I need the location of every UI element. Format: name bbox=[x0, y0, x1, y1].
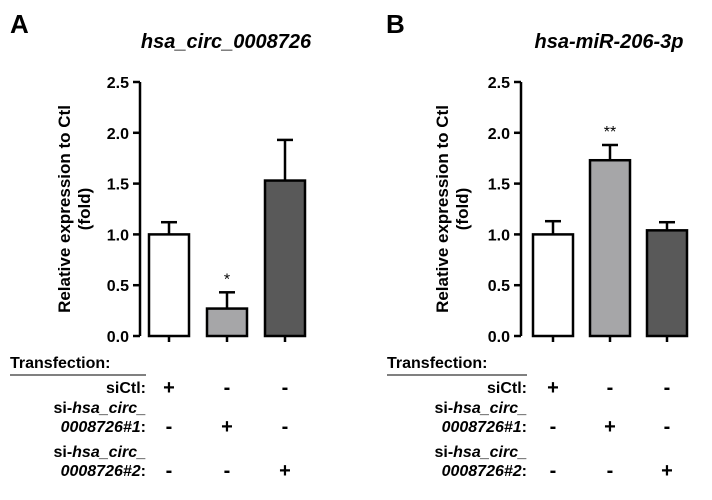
transfection-sign: - bbox=[166, 460, 173, 482]
transfection-row-label: siCtl: bbox=[106, 380, 146, 397]
transfection-sign: + bbox=[547, 377, 559, 399]
y-tick-label: 0.0 bbox=[488, 329, 510, 346]
y-tick-label: 2.0 bbox=[488, 126, 510, 143]
transfection-row-label-line2: 0008726#2: bbox=[61, 463, 146, 480]
transfection-row-label-line2: 0008726#1: bbox=[442, 419, 527, 436]
transfection-header: Transfection: bbox=[387, 355, 487, 372]
y-axis-label-unit: (fold) bbox=[75, 188, 94, 230]
transfection-sign: - bbox=[664, 416, 671, 438]
transfection-header: Transfection: bbox=[10, 355, 110, 372]
significance-marker: ** bbox=[604, 124, 616, 141]
panel-letter: B bbox=[386, 9, 405, 39]
transfection-sign: - bbox=[166, 416, 173, 438]
bar bbox=[588, 158, 632, 338]
y-tick-label: 2.0 bbox=[107, 126, 129, 143]
bar bbox=[645, 229, 689, 338]
transfection-row-label: si-hsa_circ_ bbox=[434, 400, 527, 417]
bar bbox=[147, 233, 191, 338]
y-axis-label: Relative expression to Ctl bbox=[55, 105, 74, 313]
y-tick-label: 0.5 bbox=[488, 278, 510, 295]
chart-title: hsa_circ_0008726 bbox=[141, 31, 312, 53]
transfection-sign: - bbox=[224, 460, 231, 482]
transfection-sign: - bbox=[607, 377, 614, 399]
y-tick-label: 2.5 bbox=[488, 75, 510, 92]
transfection-sign: - bbox=[224, 377, 231, 399]
y-tick-label: 1.0 bbox=[488, 227, 510, 244]
transfection-sign: - bbox=[550, 460, 557, 482]
transfection-sign: - bbox=[282, 377, 289, 399]
y-axis-label-unit: (fold) bbox=[453, 188, 472, 230]
transfection-sign: + bbox=[661, 460, 673, 482]
y-tick-label: 2.5 bbox=[107, 75, 129, 92]
transfection-sign: + bbox=[604, 416, 616, 438]
transfection-row-label-line2: 0008726#1: bbox=[61, 419, 146, 436]
y-tick-label: 0.0 bbox=[107, 329, 129, 346]
y-axis-label: Relative expression to Ctl bbox=[433, 105, 452, 313]
bar bbox=[263, 179, 307, 338]
bar bbox=[531, 233, 575, 338]
transfection-row-label: si-hsa_circ_ bbox=[53, 400, 146, 417]
transfection-sign: - bbox=[282, 416, 289, 438]
y-tick-label: 1.5 bbox=[107, 177, 129, 194]
panel-letter: A bbox=[10, 9, 29, 39]
significance-marker: * bbox=[224, 271, 230, 288]
chart-title: hsa-miR-206-3p bbox=[535, 31, 684, 53]
y-tick-label: 1.0 bbox=[107, 227, 129, 244]
transfection-row-label-line2: 0008726#2: bbox=[442, 463, 527, 480]
transfection-sign: + bbox=[279, 460, 291, 482]
y-tick-label: 0.5 bbox=[107, 278, 129, 295]
y-tick-label: 1.5 bbox=[488, 177, 510, 194]
bar bbox=[205, 307, 249, 338]
transfection-row-label: siCtl: bbox=[487, 380, 527, 397]
transfection-sign: - bbox=[550, 416, 557, 438]
transfection-sign: + bbox=[163, 377, 175, 399]
transfection-sign: - bbox=[607, 460, 614, 482]
transfection-row-label: si-hsa_circ_ bbox=[53, 444, 146, 461]
transfection-sign: + bbox=[221, 416, 233, 438]
transfection-row-label: si-hsa_circ_ bbox=[434, 444, 527, 461]
transfection-sign: - bbox=[664, 377, 671, 399]
